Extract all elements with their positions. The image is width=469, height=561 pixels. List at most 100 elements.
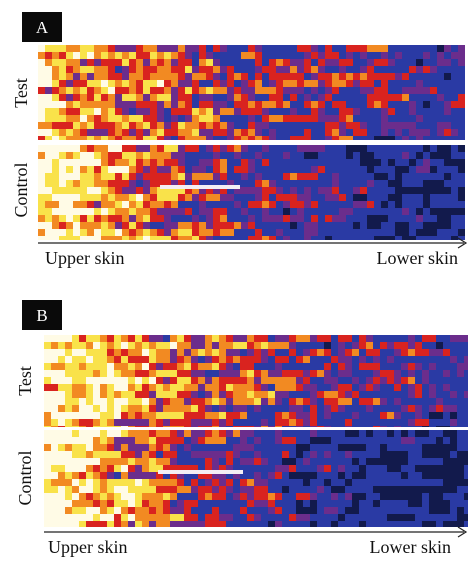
- heatmap-cell: [373, 430, 380, 437]
- heatmap-cell: [52, 187, 59, 194]
- heatmap-cell: [185, 87, 192, 94]
- heatmap-cell: [436, 479, 443, 486]
- heatmap-cell: [346, 94, 353, 101]
- heatmap-cell: [415, 370, 422, 377]
- heatmap-cell: [58, 493, 65, 500]
- heatmap-cell: [100, 356, 107, 363]
- heatmap-cell: [430, 166, 437, 173]
- heatmap-cell: [269, 129, 276, 136]
- heatmap-cell: [332, 94, 339, 101]
- heatmap-cell: [304, 166, 311, 173]
- heatmap-cell: [353, 201, 360, 208]
- heatmap-cell: [457, 426, 464, 427]
- heatmap-cell: [45, 87, 52, 94]
- heatmap-cell: [360, 152, 367, 159]
- heatmap-cell: [324, 430, 331, 437]
- axis-start-label: Upper skin: [45, 248, 125, 268]
- heatmap-cell: [415, 349, 422, 356]
- heatmap-cell: [325, 73, 332, 80]
- heatmap-cell: [157, 66, 164, 73]
- heatmap-cell: [156, 370, 163, 377]
- heatmap-cell: [213, 208, 220, 215]
- heatmap-cell: [240, 384, 247, 391]
- heatmap-cell: [374, 194, 381, 201]
- heatmap-cell: [115, 201, 122, 208]
- heatmap-cell: [304, 136, 311, 140]
- heatmap-cell: [164, 236, 171, 240]
- heatmap-cell: [248, 159, 255, 166]
- heatmap-cell: [458, 194, 465, 201]
- heatmap-cell: [79, 479, 86, 486]
- heatmap-cell: [220, 215, 227, 222]
- heatmap-cell: [227, 59, 234, 66]
- heatmap-cell: [240, 437, 247, 444]
- heatmap-cell: [332, 229, 339, 236]
- heatmap-cell: [142, 377, 149, 384]
- heatmap-cell: [408, 342, 415, 349]
- heatmap-cell: [395, 222, 402, 229]
- heatmap-cell: [51, 363, 58, 370]
- heatmap-cell: [304, 173, 311, 180]
- heatmap-cell: [87, 222, 94, 229]
- heatmap-cell: [135, 500, 142, 507]
- heatmap-cell: [303, 479, 310, 486]
- heatmap-cell: [198, 405, 205, 412]
- heatmap-cell: [318, 73, 325, 80]
- heatmap-cell: [79, 363, 86, 370]
- heatmap-cell: [100, 430, 107, 437]
- heatmap-cell: [443, 458, 450, 465]
- heatmap-cell: [150, 94, 157, 101]
- heatmap-cell: [402, 66, 409, 73]
- heatmap-cell: [212, 363, 219, 370]
- heatmap-cell: [114, 486, 121, 493]
- heatmap-cell: [380, 398, 387, 405]
- heatmap-cell: [388, 152, 395, 159]
- heatmap-cell: [52, 136, 59, 140]
- heatmap-cell: [100, 335, 107, 342]
- heatmap-cell: [58, 370, 65, 377]
- heatmap-cell: [178, 194, 185, 201]
- heatmap-cell: [283, 73, 290, 80]
- heatmap-cell: [402, 208, 409, 215]
- heatmap-cell: [436, 384, 443, 391]
- heatmap-cell: [380, 426, 387, 427]
- heatmap-cell: [269, 201, 276, 208]
- heatmap-cell: [58, 507, 65, 514]
- heatmap-cell: [170, 342, 177, 349]
- heatmap-cell: [353, 208, 360, 215]
- heatmap-cell: [359, 384, 366, 391]
- heatmap-cell: [107, 486, 114, 493]
- heatmap-cell: [234, 80, 241, 87]
- heatmap-cell: [388, 129, 395, 136]
- heatmap-cell: [269, 222, 276, 229]
- heatmap-cell: [338, 419, 345, 426]
- heatmap-cell: [304, 80, 311, 87]
- heatmap-cell: [73, 45, 80, 52]
- heatmap-cell: [359, 479, 366, 486]
- heatmap-cell: [373, 451, 380, 458]
- heatmap-cell: [422, 479, 429, 486]
- heatmap-cell: [423, 187, 430, 194]
- heatmap-cell: [220, 73, 227, 80]
- heatmap-cell: [163, 514, 170, 521]
- heatmap-cell: [44, 384, 51, 391]
- heatmap-cell: [157, 129, 164, 136]
- heatmap-cell: [108, 66, 115, 73]
- heatmap-cell: [213, 122, 220, 129]
- heatmap-cell: [324, 349, 331, 356]
- heatmap-cell: [395, 173, 402, 180]
- heatmap-cell: [59, 52, 66, 59]
- heatmap-cell: [443, 363, 450, 370]
- heatmap-cell: [415, 356, 422, 363]
- heatmap-cell: [65, 493, 72, 500]
- heatmap-cell: [115, 122, 122, 129]
- heatmap-cell: [247, 493, 254, 500]
- heatmap-cell: [205, 426, 212, 427]
- heatmap-cell: [205, 479, 212, 486]
- heatmap-cell: [388, 187, 395, 194]
- heatmap-cell: [296, 377, 303, 384]
- heatmap-cell: [353, 187, 360, 194]
- heatmap-cell: [395, 94, 402, 101]
- heatmap-cell: [276, 152, 283, 159]
- heatmap-cell: [240, 342, 247, 349]
